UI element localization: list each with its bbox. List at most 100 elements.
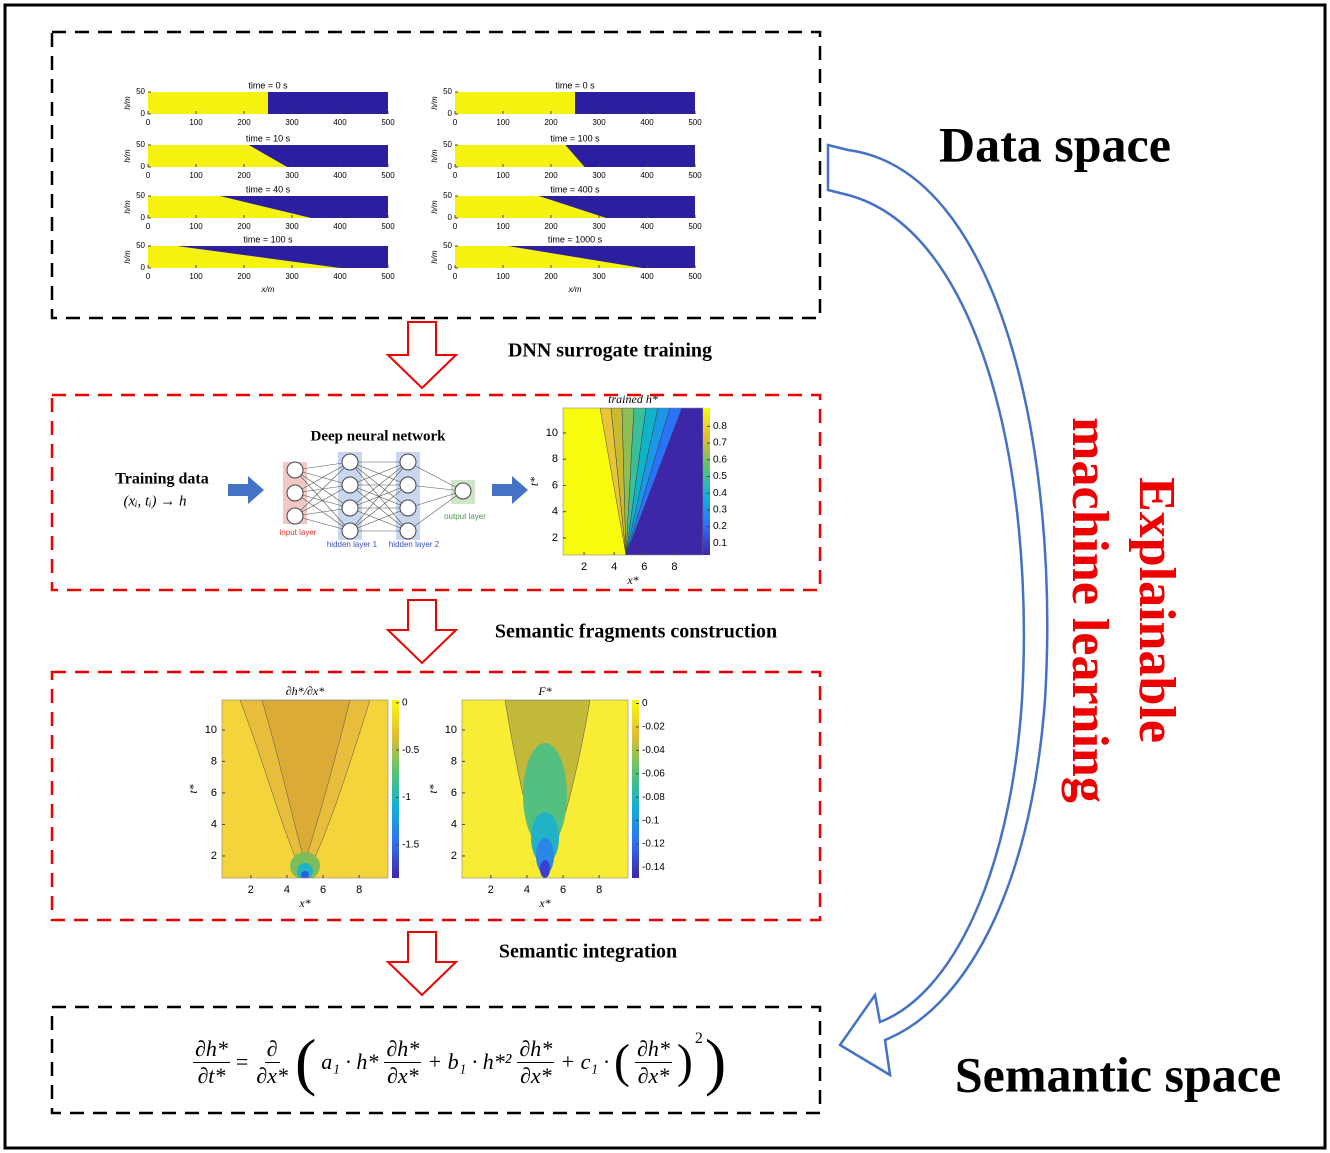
fraction: ∂h*∂x* — [517, 1036, 554, 1089]
y-label: h/m — [430, 200, 439, 214]
y-tick-label: 6 — [552, 479, 558, 491]
node — [287, 462, 303, 478]
eq-part: ∂t* — [195, 1063, 227, 1089]
plot-title: time = 10 s — [246, 133, 291, 143]
diagram: Data space Semantic space Explainable ma… — [0, 0, 1330, 1153]
layer-label: hidden layer 1 — [327, 540, 378, 549]
x-tick-label: 4 — [524, 884, 530, 896]
y-tick-label: 0 — [448, 213, 453, 222]
y-tick-label: 8 — [552, 453, 558, 465]
y-tick-label: 0 — [141, 109, 146, 118]
y-tick-label: 50 — [443, 87, 452, 96]
x-tick-label: 100 — [496, 118, 510, 127]
side-label: Explainable — [1128, 477, 1185, 743]
y-tick-label: 0 — [141, 263, 146, 272]
y-tick-label: 6 — [211, 787, 217, 799]
x-tick-label: 400 — [640, 118, 654, 127]
y-tick-label: 10 — [205, 724, 217, 736]
colorbar-label: -1 — [402, 792, 411, 803]
x-tick-label: 0 — [146, 222, 151, 231]
x-tick-label: 200 — [237, 222, 251, 231]
colorbar-label: -0.12 — [642, 839, 665, 850]
x-label: x/m — [261, 285, 275, 294]
x-tick-label: 300 — [592, 171, 606, 180]
x-tick-label: 100 — [496, 272, 510, 281]
fragment-contour — [462, 700, 628, 878]
x-tick-label: 300 — [592, 222, 606, 231]
plot-fill — [575, 92, 695, 114]
x-tick-label: 0 — [146, 171, 151, 180]
x-tick-label: 0 — [453, 272, 458, 281]
x-tick-label: 200 — [544, 272, 558, 281]
x-tick-label: 200 — [237, 118, 251, 127]
x-tick-label: 500 — [381, 118, 395, 127]
x-tick-label: 100 — [189, 222, 203, 231]
x-tick-label: 0 — [453, 222, 458, 231]
colorbar-label: 0.8 — [713, 421, 727, 432]
eq-part: ∂h* — [384, 1036, 421, 1063]
x-tick-label: 100 — [189, 272, 203, 281]
eq-part: ∂x* — [385, 1063, 421, 1089]
plot-title: time = 0 s — [248, 80, 288, 90]
fraction: ∂∂x* — [254, 1036, 290, 1089]
y-label: t* — [527, 477, 541, 486]
y-tick-label: 2 — [451, 850, 457, 862]
x-tick-label: 100 — [496, 222, 510, 231]
network — [287, 454, 471, 539]
x-tick-label: 300 — [285, 222, 299, 231]
colorbar-label: -0.02 — [642, 722, 665, 733]
eq-part: + c₁ · — [557, 1049, 612, 1075]
x-tick-label: 200 — [544, 222, 558, 231]
x-tick-label: 2 — [488, 884, 494, 896]
x-tick-label: 500 — [688, 272, 702, 281]
x-tick-label: 200 — [544, 118, 558, 127]
eq-part: a₁ · h* — [318, 1049, 381, 1075]
colorbar-label: 0.4 — [713, 488, 727, 499]
y-tick-label: 50 — [443, 140, 452, 149]
trained-contour — [563, 408, 703, 555]
fraction: ∂h*∂x* — [384, 1036, 421, 1089]
x-tick-label: 300 — [592, 118, 606, 127]
x-tick-label: 400 — [333, 272, 347, 281]
plot-title: time = 1000 s — [548, 234, 603, 244]
y-tick-label: 50 — [443, 191, 452, 200]
y-tick-label: 8 — [451, 755, 457, 767]
data-box — [52, 32, 820, 318]
node — [400, 454, 416, 470]
colorbar — [392, 700, 399, 878]
training-formula: (xᵢ, tᵢ) → h — [123, 493, 186, 509]
y-tick-label: 0 — [448, 263, 453, 272]
y-tick-label: 50 — [443, 241, 452, 250]
x-tick-label: 0 — [146, 118, 151, 127]
colorbar-label: -0.14 — [642, 862, 665, 873]
x-tick-label: 500 — [381, 272, 395, 281]
step-arrows — [388, 322, 456, 995]
data-space-label: Data space — [939, 116, 1171, 172]
x-tick-label: 300 — [285, 272, 299, 281]
node — [287, 485, 303, 501]
y-tick-label: 50 — [136, 241, 145, 250]
x-tick-label: 2 — [248, 884, 254, 896]
y-tick-label: 4 — [451, 818, 457, 830]
y-tick-label: 4 — [552, 506, 558, 518]
colorbar-label: 0 — [402, 697, 408, 708]
y-tick-label: 2 — [552, 532, 558, 544]
x-tick-label: 400 — [640, 272, 654, 281]
x-tick-label: 8 — [356, 884, 362, 896]
x-tick-label: 4 — [284, 884, 290, 896]
colorbar — [703, 408, 710, 555]
layer-label: hidden layer 2 — [389, 540, 440, 549]
x-tick-label: 500 — [688, 171, 702, 180]
x-tick-label: 200 — [544, 171, 558, 180]
y-label: h/m — [123, 149, 132, 163]
x-tick-label: 100 — [496, 171, 510, 180]
x-tick-label: 200 — [237, 171, 251, 180]
x-tick-label: 500 — [688, 222, 702, 231]
eq-part: ∂h* — [635, 1036, 672, 1063]
node — [287, 508, 303, 524]
x-tick-label: 300 — [592, 272, 606, 281]
x-tick-label: 2 — [581, 561, 587, 573]
plot-title: time = 400 s — [550, 184, 600, 194]
y-tick-label: 0 — [141, 213, 146, 222]
step-label: Semantic integration — [499, 941, 677, 963]
